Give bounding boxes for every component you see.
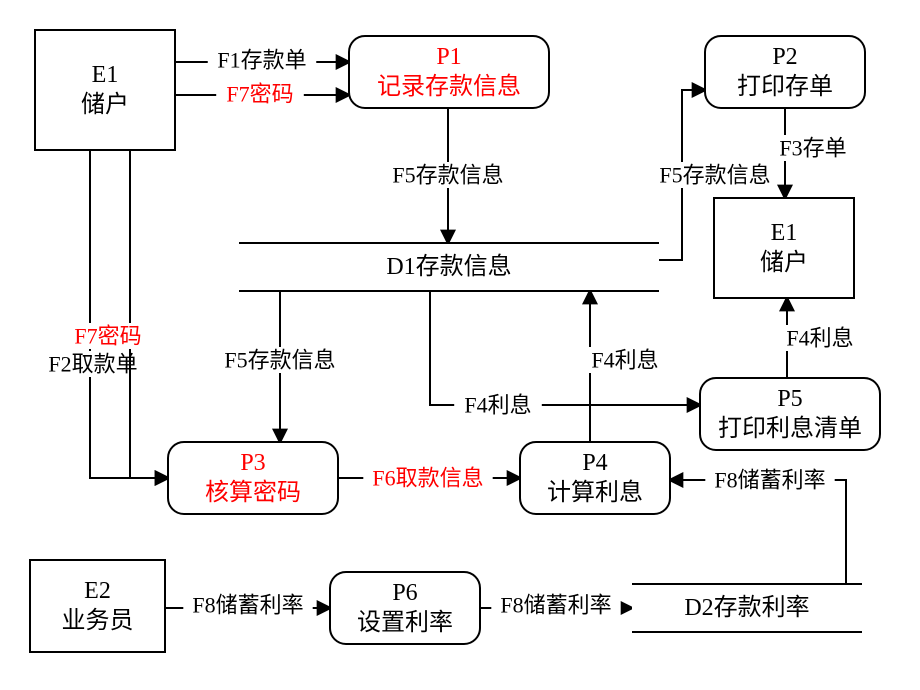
node-P2: P2 打印存单: [705, 36, 865, 108]
node-E1b: E1 储户: [714, 198, 854, 298]
node-P2-line1: 打印存单: [737, 73, 833, 100]
node-E2-line1: 业务员: [62, 607, 134, 634]
node-P6-line1: 设置利率: [357, 609, 453, 636]
node-P3-line0: P3: [240, 450, 265, 476]
edge-label-e3: F5存款信息: [392, 163, 503, 188]
node-P5-line0: P5: [777, 386, 802, 412]
edge-label-e1: F1存款单: [217, 48, 306, 73]
edge-label-e14: F8储蓄利率: [192, 593, 303, 618]
edge-label-e5: F3存单: [779, 136, 846, 161]
node-D2: D2存款利率: [632, 584, 862, 632]
node-E2-line0: E2: [84, 578, 111, 604]
edge-label-e13: F8储蓄利率: [714, 468, 825, 493]
node-P5-line1: 打印利息清单: [718, 415, 862, 442]
node-D1-line0: D1存款信息: [386, 253, 511, 280]
node-E1b-line1: 储户: [760, 249, 808, 276]
dfd-diagram: F1存款单 F7密码 F5存款信息 F5存款信息 F3存单 F2取款单 F7密码 F5存款信息…: [0, 0, 920, 690]
node-P3: P3 核算密码: [168, 442, 338, 514]
node-P4-line1: 计算利息: [547, 479, 643, 506]
edge-e7: [130, 150, 168, 478]
node-P6-line0: P6: [392, 580, 417, 606]
node-P3-line1: 核算密码: [205, 479, 301, 506]
edge-label-e10: F4利息: [464, 393, 531, 418]
node-E2: E2 业务员: [30, 560, 165, 652]
edge-label-e9: F6取款信息: [372, 466, 483, 491]
edge-e13: [670, 480, 846, 584]
edge-label-e7: F7密码: [74, 324, 141, 349]
node-P2-line0: P2: [772, 44, 797, 70]
node-E1a: E1 储户: [35, 30, 175, 150]
edge-label-e8: F5存款信息: [224, 348, 335, 373]
node-D2-line0: D2存款利率: [684, 594, 809, 621]
node-P1: P1 记录存款信息: [349, 36, 549, 108]
node-P4: P4 计算利息: [520, 442, 670, 514]
edge-label-e15: F8储蓄利率: [500, 593, 611, 618]
edge-label-e4: F5存款信息: [659, 163, 770, 188]
edge-label-e12: F4利息: [786, 326, 853, 351]
edge-label-e11: F4利息: [591, 348, 658, 373]
node-P6: P6 设置利率: [330, 572, 480, 644]
node-P5: P5 打印利息清单: [700, 378, 880, 450]
node-D1: D1存款信息: [239, 243, 659, 291]
node-P4-line0: P4: [582, 450, 607, 476]
node-P1-line1: 记录存款信息: [377, 73, 521, 100]
node-E1b-line0: E1: [771, 220, 798, 246]
node-P1-line0: P1: [436, 44, 461, 70]
node-E1a-line0: E1: [92, 62, 119, 88]
edge-label-e6: F2取款单: [48, 352, 137, 377]
nodes-layer: E1 储户 P1 记录存款信息 P2 打印存单 D1存款信息 E1 储户 P3 核算密码 P4 计算利息…: [30, 30, 880, 652]
edge-label-e2: F7密码: [226, 82, 293, 107]
node-E1a-line1: 储户: [81, 91, 129, 118]
